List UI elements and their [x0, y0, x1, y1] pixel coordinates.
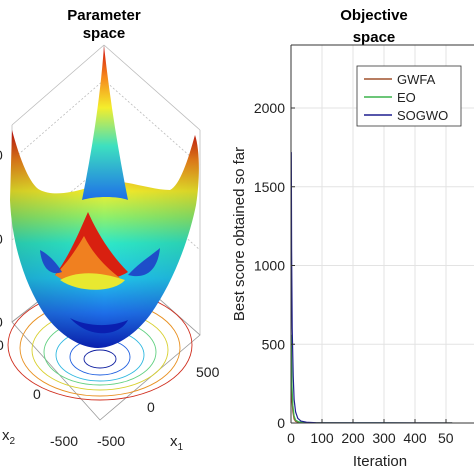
legend-items: GWFA EO SOGWO — [364, 72, 448, 123]
x1-tick: 500 — [196, 364, 220, 380]
objective-space-panel: Objective space 0 500 1000 1500 2000 0 100 200… — [231, 7, 474, 470]
series-line-sogwo — [291, 152, 453, 423]
chart-title-line2: space — [353, 29, 396, 46]
series-line-eo — [291, 334, 453, 423]
x-tick-label: 300 — [372, 430, 396, 446]
y-tick-label: 500 — [262, 336, 286, 352]
x2-tick: -500 — [50, 433, 78, 449]
param-title-line1: Parameter — [67, 7, 141, 24]
x2-tick: 0 — [33, 386, 41, 402]
y-tick-label: 1500 — [254, 179, 285, 195]
y-tick-label: 2000 — [254, 100, 285, 116]
x-axis-ticks: 0 100 200 300 400 50 — [287, 419, 454, 446]
y-tick-label: 0 — [277, 415, 285, 431]
x-tick-label: 100 — [310, 430, 334, 446]
y-tick-label: 1000 — [254, 258, 285, 274]
legend-label-eo: EO — [397, 90, 416, 105]
z-tick-partial: 0 — [0, 147, 3, 163]
x-tick-label: 0 — [287, 430, 295, 446]
x-axis-label: Iteration — [353, 453, 407, 470]
legend: GWFA EO SOGWO — [356, 65, 462, 127]
x1-tick: 0 — [147, 399, 155, 415]
param-title-line2: space — [83, 25, 126, 42]
param-surface — [10, 46, 199, 348]
param-z-ticks: 0 0 0 0 — [0, 147, 4, 353]
parameter-space-panel: Parameter space — [0, 7, 220, 453]
z-tick-partial: 0 — [0, 314, 3, 330]
legend-label-sogwo: SOGWO — [397, 108, 448, 123]
x-tick-label: 50 — [438, 430, 454, 446]
y-axis-label: Best score obtained so far — [231, 147, 248, 321]
chart-title-line1: Objective — [340, 7, 408, 24]
series-line-gwfa — [291, 370, 453, 423]
legend-box — [356, 65, 462, 127]
z-tick-partial: 0 — [0, 337, 4, 353]
param-x1-axis: -500 0 500 x1 — [97, 364, 220, 453]
x1-label: x1 — [170, 433, 184, 453]
x2-label: x2 — [2, 427, 16, 447]
param-x2-axis: 0 -500 x2 — [2, 386, 78, 449]
x-tick-label: 400 — [403, 430, 427, 446]
chart-series — [291, 152, 453, 423]
y-axis-ticks: 0 500 1000 1500 2000 — [254, 100, 295, 431]
legend-label-gwfa: GWFA — [397, 72, 436, 87]
x1-tick: -500 — [97, 433, 125, 449]
z-tick-partial: 0 — [0, 231, 3, 247]
x-tick-label: 200 — [341, 430, 365, 446]
